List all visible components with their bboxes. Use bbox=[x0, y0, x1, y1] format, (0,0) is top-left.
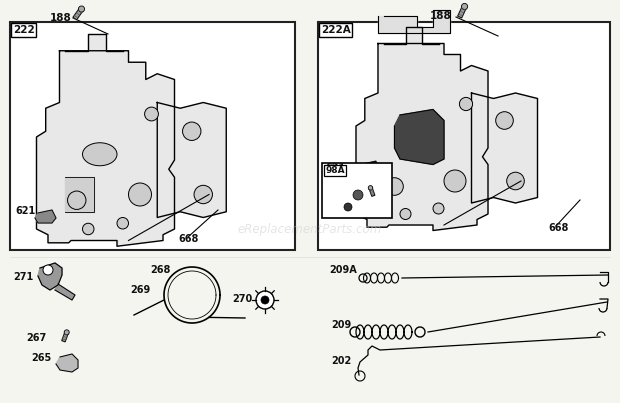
Polygon shape bbox=[378, 10, 450, 33]
Circle shape bbox=[386, 178, 403, 195]
Ellipse shape bbox=[400, 131, 433, 154]
Polygon shape bbox=[35, 210, 56, 223]
Polygon shape bbox=[356, 161, 380, 181]
Text: 269: 269 bbox=[130, 285, 150, 295]
Circle shape bbox=[128, 183, 151, 206]
Polygon shape bbox=[356, 44, 488, 231]
Circle shape bbox=[433, 203, 444, 214]
Polygon shape bbox=[62, 332, 68, 342]
Text: 98A: 98A bbox=[325, 166, 345, 175]
Circle shape bbox=[461, 4, 467, 10]
Circle shape bbox=[261, 296, 269, 304]
Circle shape bbox=[496, 112, 513, 129]
Polygon shape bbox=[157, 102, 226, 218]
Polygon shape bbox=[353, 164, 376, 178]
Polygon shape bbox=[73, 8, 83, 20]
Text: 267: 267 bbox=[26, 333, 46, 343]
Circle shape bbox=[43, 265, 53, 275]
Text: 668: 668 bbox=[178, 234, 198, 244]
Circle shape bbox=[344, 203, 352, 211]
Circle shape bbox=[353, 190, 363, 200]
Circle shape bbox=[507, 172, 525, 190]
Circle shape bbox=[368, 186, 373, 190]
Circle shape bbox=[400, 208, 411, 220]
Circle shape bbox=[444, 170, 466, 192]
Bar bbox=[318, 22, 610, 250]
Polygon shape bbox=[38, 263, 62, 290]
Text: 265: 265 bbox=[31, 353, 51, 363]
Polygon shape bbox=[65, 33, 123, 51]
Circle shape bbox=[182, 122, 201, 141]
Ellipse shape bbox=[82, 143, 117, 166]
Circle shape bbox=[64, 330, 69, 335]
Text: 668: 668 bbox=[548, 223, 569, 233]
Circle shape bbox=[144, 107, 158, 121]
Polygon shape bbox=[394, 110, 444, 164]
Polygon shape bbox=[56, 354, 78, 372]
Text: 222A: 222A bbox=[321, 25, 351, 35]
Bar bbox=[322, 163, 392, 218]
Text: 621: 621 bbox=[325, 163, 345, 173]
Text: 271: 271 bbox=[13, 272, 33, 282]
Text: eReplacementParts.com: eReplacementParts.com bbox=[238, 224, 382, 237]
Circle shape bbox=[194, 185, 213, 204]
Polygon shape bbox=[471, 93, 538, 203]
Circle shape bbox=[78, 6, 84, 12]
Polygon shape bbox=[369, 188, 375, 196]
Text: 222: 222 bbox=[13, 25, 35, 35]
Polygon shape bbox=[65, 177, 94, 212]
Text: 209: 209 bbox=[331, 320, 352, 330]
Text: 202: 202 bbox=[331, 356, 352, 366]
Text: 209A: 209A bbox=[329, 265, 356, 275]
Circle shape bbox=[256, 291, 274, 309]
Text: 268: 268 bbox=[150, 265, 170, 275]
Circle shape bbox=[117, 218, 128, 229]
Polygon shape bbox=[458, 6, 466, 18]
Polygon shape bbox=[384, 27, 438, 44]
Circle shape bbox=[68, 191, 86, 210]
Text: 188: 188 bbox=[430, 11, 452, 21]
Text: 188: 188 bbox=[50, 13, 72, 23]
Polygon shape bbox=[37, 51, 174, 246]
Circle shape bbox=[82, 223, 94, 235]
Circle shape bbox=[459, 98, 472, 110]
Bar bbox=[10, 22, 295, 250]
Text: 270: 270 bbox=[232, 294, 252, 304]
Polygon shape bbox=[55, 284, 75, 300]
Text: 621: 621 bbox=[15, 206, 35, 216]
